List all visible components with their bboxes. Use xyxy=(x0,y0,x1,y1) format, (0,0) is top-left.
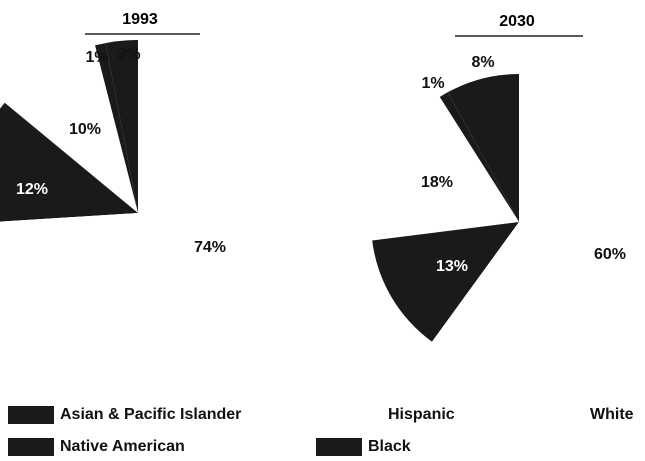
legend-label: White xyxy=(590,406,634,423)
pie-slice xyxy=(447,74,519,222)
pie-slice xyxy=(0,102,138,222)
legend-swatch xyxy=(8,438,54,456)
pie-slice xyxy=(0,40,312,386)
pie-slice xyxy=(4,45,139,213)
pie-slice xyxy=(432,74,645,370)
slice-label: 13% xyxy=(436,258,468,275)
pie-slice xyxy=(105,40,138,213)
slice-label: 8% xyxy=(471,54,494,71)
slice-label: 74% xyxy=(194,239,226,256)
slice-label: 1% xyxy=(85,49,108,66)
legend-label: Native American xyxy=(60,438,185,455)
pie-slice xyxy=(94,43,138,214)
slice-label: 10% xyxy=(69,121,101,138)
slice-label: 60% xyxy=(594,246,626,263)
slice-label: 12% xyxy=(16,181,48,198)
pie-title: 2030 xyxy=(499,13,535,30)
legend-swatch xyxy=(316,438,362,456)
legend-label: Hispanic xyxy=(388,406,455,423)
legend-swatch xyxy=(538,406,584,424)
pie-slice xyxy=(439,92,519,222)
pie-slice xyxy=(372,222,519,342)
legend-swatch xyxy=(336,406,382,424)
slice-label: 18% xyxy=(421,174,453,191)
legend-label: Asian & Pacific Islander xyxy=(60,406,241,423)
slice-label: 3% xyxy=(117,46,140,63)
legend-label: Black xyxy=(368,438,411,455)
pie-slice xyxy=(370,97,519,241)
pie-title: 1993 xyxy=(122,11,158,28)
slice-label: 1% xyxy=(421,75,444,92)
legend-swatch xyxy=(8,406,54,424)
